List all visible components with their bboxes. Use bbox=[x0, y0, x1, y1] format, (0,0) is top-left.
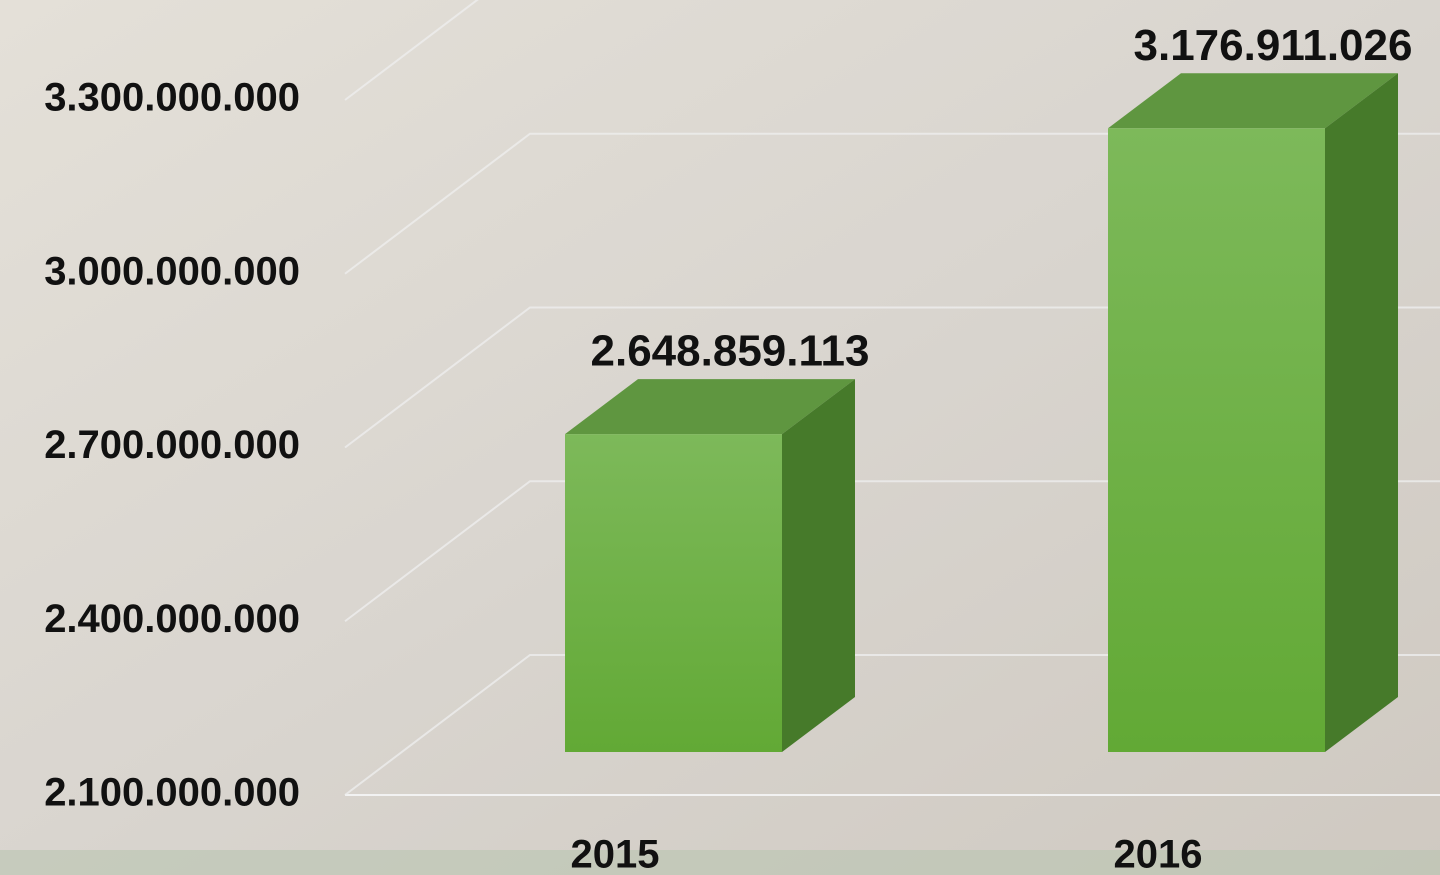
bar-top bbox=[1108, 73, 1398, 129]
bar-side bbox=[782, 379, 855, 752]
bar bbox=[1108, 128, 1325, 752]
bar bbox=[565, 434, 782, 752]
x-tick-label: 2015 bbox=[571, 833, 660, 875]
plot-area: 2.100.000.000 2.400.000.000 2.700.000.000 3… bbox=[44, 0, 1440, 875]
grid-line bbox=[344, 0, 479, 101]
value-label: 3.176.911.026 bbox=[1134, 21, 1413, 70]
ground bbox=[0, 850, 1440, 875]
y-tick-label: 2.400.000.000 bbox=[44, 597, 300, 641]
y-tick-label: 3.000.000.000 bbox=[44, 249, 300, 293]
bar-top bbox=[565, 379, 855, 435]
y-tick-label: 2.100.000.000 bbox=[44, 771, 300, 815]
x-tick-label: 2016 bbox=[1114, 833, 1203, 875]
value-label: 2.648.859.113 bbox=[591, 327, 870, 376]
y-tick-label: 3.300.000.000 bbox=[44, 76, 300, 120]
bar-side bbox=[1325, 73, 1398, 752]
y-tick-label: 2.700.000.000 bbox=[44, 423, 300, 467]
